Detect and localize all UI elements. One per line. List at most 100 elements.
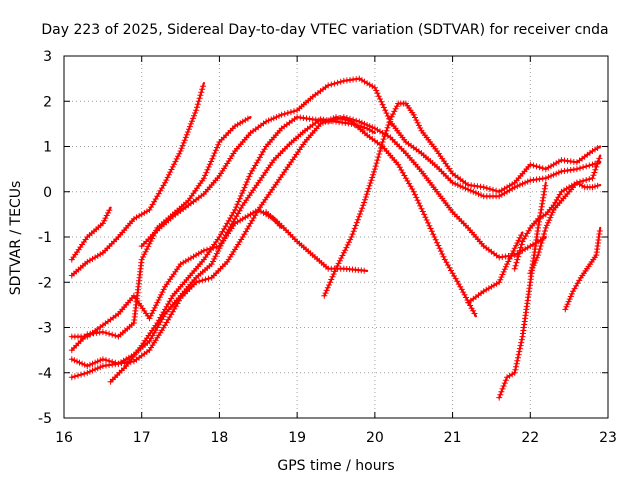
plus-markers xyxy=(426,222,447,260)
plus-markers xyxy=(441,256,462,288)
plus-markers xyxy=(270,164,291,191)
series-track-12 xyxy=(496,181,549,401)
plus-markers xyxy=(480,280,500,295)
plus-markers xyxy=(589,145,601,154)
plus-markers xyxy=(309,116,329,125)
plus-markers xyxy=(360,168,377,209)
plus-markers xyxy=(309,84,329,100)
plus-markers xyxy=(387,134,407,154)
plus-markers xyxy=(146,286,167,322)
plus-markers xyxy=(496,181,516,195)
plus-markers xyxy=(511,336,525,376)
series-track-8 xyxy=(138,75,602,250)
x-axis-label: GPS time / hours xyxy=(277,458,394,474)
plus-markers xyxy=(511,178,531,191)
plus-markers xyxy=(348,118,368,137)
plus-markers xyxy=(278,108,297,118)
plus-markers xyxy=(573,149,593,166)
plus-markers xyxy=(410,111,424,131)
plus-markers xyxy=(566,182,578,195)
plus-markers xyxy=(418,168,439,193)
plus-markers xyxy=(115,321,135,340)
plus-markers xyxy=(356,75,376,90)
plus-markers xyxy=(558,157,577,165)
y-tick-label: -4 xyxy=(38,366,52,382)
plus-markers xyxy=(162,263,182,290)
plus-markers xyxy=(379,143,400,166)
series-line xyxy=(70,81,205,277)
plus-markers xyxy=(449,170,469,187)
plus-markers xyxy=(146,324,167,354)
plus-markers xyxy=(169,277,190,299)
plus-markers xyxy=(185,258,205,281)
plus-markers xyxy=(177,281,197,302)
plus-markers xyxy=(504,371,516,381)
y-tick-label: 2 xyxy=(43,94,52,110)
plus-markers xyxy=(232,115,251,130)
plus-markers xyxy=(542,158,562,173)
plus-markers xyxy=(84,357,104,369)
plus-markers xyxy=(270,143,291,164)
x-tick-label: 19 xyxy=(288,430,306,446)
plus-markers xyxy=(480,243,500,259)
plus-markers xyxy=(123,344,143,369)
x-tick-label: 23 xyxy=(599,430,617,446)
x-tick-label: 22 xyxy=(521,430,539,446)
plus-markers xyxy=(68,333,88,340)
plus-markers xyxy=(519,227,532,245)
plus-markers xyxy=(232,132,252,154)
plus-markers xyxy=(99,236,120,256)
plus-markers xyxy=(208,232,229,268)
plus-markers xyxy=(402,100,416,116)
plus-markers xyxy=(321,268,338,299)
plus-markers xyxy=(570,277,583,295)
y-tick-label: 1 xyxy=(43,140,52,156)
plus-markers xyxy=(573,179,586,189)
plus-markers xyxy=(224,236,245,265)
plus-markers xyxy=(364,125,376,135)
plus-markers xyxy=(239,182,260,209)
plus-markers xyxy=(558,191,571,204)
plus-markers xyxy=(278,222,298,243)
y-tick-label: -3 xyxy=(38,321,52,337)
plus-markers xyxy=(154,215,174,234)
plus-markers xyxy=(325,78,344,89)
plus-markers xyxy=(535,212,547,222)
plus-markers xyxy=(348,205,366,240)
plus-markers xyxy=(68,236,89,263)
x-tick-label: 18 xyxy=(211,430,229,446)
plus-markers xyxy=(146,182,167,213)
plus-markers xyxy=(511,163,532,186)
plus-markers xyxy=(84,324,104,340)
plus-markers xyxy=(185,192,205,209)
plus-markers xyxy=(395,161,416,192)
plus-markers xyxy=(402,150,423,173)
plus-markers xyxy=(542,169,562,182)
plus-markers xyxy=(581,184,593,191)
plus-markers xyxy=(99,312,119,329)
plus-markers xyxy=(465,224,485,247)
plus-markers xyxy=(99,329,119,339)
series-track-15 xyxy=(562,226,603,313)
series-track-14 xyxy=(527,179,602,277)
plus-markers xyxy=(496,377,509,401)
plus-markers xyxy=(527,254,540,277)
y-tick-label: -1 xyxy=(38,230,52,246)
plus-markers xyxy=(177,110,199,154)
plot-frame xyxy=(63,55,609,419)
plus-markers xyxy=(550,191,563,209)
plus-markers xyxy=(356,118,376,131)
plus-markers xyxy=(333,236,354,272)
plus-markers xyxy=(434,163,454,184)
plus-markers xyxy=(449,179,469,192)
plus-markers xyxy=(84,222,104,240)
plus-markers xyxy=(542,204,555,218)
series-track-5 xyxy=(68,116,376,369)
plus-markers xyxy=(255,159,276,186)
plus-markers xyxy=(130,259,145,326)
plus-markers xyxy=(263,113,282,125)
y-axis-label: SDTVAR / TECUs xyxy=(8,181,24,296)
series-track-11 xyxy=(465,231,525,306)
plus-markers xyxy=(589,155,603,182)
